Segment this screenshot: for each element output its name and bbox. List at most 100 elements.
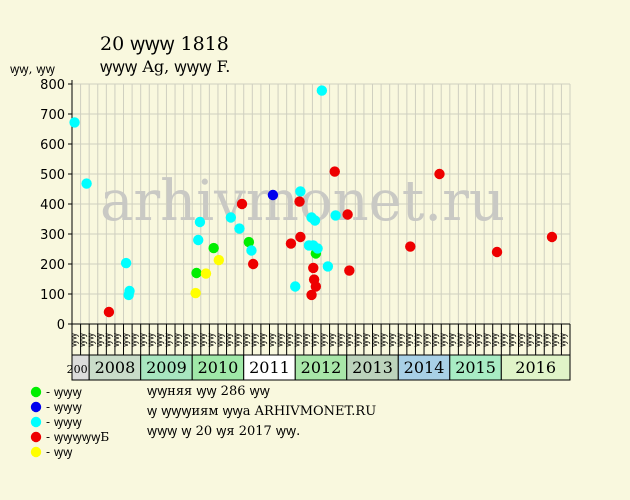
column-label: ꝡꝡ xyxy=(516,333,526,347)
data-point xyxy=(191,267,202,279)
data-point xyxy=(208,242,219,254)
data-point xyxy=(295,186,306,197)
y-tick-label: 500 xyxy=(40,168,65,183)
column-label: ꝡꝡ xyxy=(224,333,234,347)
column-label: ꝡꝡ xyxy=(542,333,552,347)
column-label: ꝡꝡ xyxy=(413,333,423,347)
data-point xyxy=(213,254,225,266)
data-point xyxy=(294,196,305,207)
data-point xyxy=(120,257,132,269)
y-tick-label: 700 xyxy=(40,108,65,123)
column-label: ꝡꝡ xyxy=(232,333,242,347)
legend-label: - ꝡꝡꝡ xyxy=(46,415,82,429)
data-point xyxy=(200,268,212,279)
column-label: ꝡꝡ xyxy=(250,333,260,347)
year-band xyxy=(294,354,348,381)
column-label: ꝡꝡ xyxy=(378,333,388,347)
column-label: ꝡꝡ xyxy=(104,333,114,347)
column-label: ꝡꝡ xyxy=(293,333,303,347)
data-point xyxy=(330,210,341,221)
year-label: 2009 xyxy=(146,358,187,377)
data-point xyxy=(103,306,115,318)
column-label: ꝡꝡ xyxy=(155,333,165,347)
data-point xyxy=(316,85,328,96)
column-label: ꝡꝡ xyxy=(335,333,345,347)
legend-marker xyxy=(30,431,42,443)
data-point xyxy=(344,265,355,276)
year-label: 2012 xyxy=(301,358,342,377)
column-label: ꝡꝡ xyxy=(370,333,380,347)
data-point xyxy=(322,261,334,272)
legend-label: - ꝡꝡꝡꝡꝡБ xyxy=(46,430,109,444)
column-label: ꝡꝡ xyxy=(344,333,354,347)
y-tick-label: 100 xyxy=(40,288,65,303)
data-point xyxy=(124,285,135,297)
column-label: ꝡꝡ xyxy=(181,333,191,347)
column-label: ꝡꝡ xyxy=(473,333,483,347)
data-point xyxy=(308,262,319,274)
year-label: 2016 xyxy=(515,358,556,377)
grid xyxy=(71,83,571,325)
data-point xyxy=(306,289,317,301)
column-label: ꝡꝡ xyxy=(327,333,337,347)
column-label: ꝡꝡ xyxy=(241,333,251,347)
data-point xyxy=(546,231,558,243)
column-label: ꝡꝡ xyxy=(121,333,131,347)
year-label: 2015 xyxy=(455,358,496,377)
column-label: ꝡꝡ xyxy=(86,333,96,347)
year-label: 2007 xyxy=(67,363,95,376)
data-point xyxy=(247,258,259,270)
data-point xyxy=(434,168,445,180)
column-label: ꝡꝡ xyxy=(318,333,328,347)
y-tick-label: 400 xyxy=(40,198,65,213)
column-label: ꝡꝡ xyxy=(164,333,174,347)
y-tick-label: 200 xyxy=(40,258,65,273)
column-label: ꝡꝡ xyxy=(481,333,491,347)
year-band xyxy=(397,354,451,381)
y-axis-label: ꝡꝡ, ꝡꝡ xyxy=(10,62,56,76)
data-point xyxy=(405,241,416,252)
legend-marker xyxy=(30,416,42,428)
column-label: ꝡꝡ xyxy=(524,333,534,347)
column-label: ꝡꝡ xyxy=(464,333,474,347)
column-label: ꝡꝡ xyxy=(267,333,277,347)
column-label: ꝡꝡ xyxy=(490,333,500,347)
data-point xyxy=(295,231,306,243)
column-label: ꝡꝡ xyxy=(559,333,569,347)
column-label: ꝡꝡ xyxy=(95,333,105,347)
column-label: ꝡꝡ xyxy=(147,333,157,347)
column-label: ꝡꝡ xyxy=(138,333,148,347)
y-tick-label: 800 xyxy=(40,78,65,93)
column-label: ꝡꝡ xyxy=(396,333,406,347)
column-label: ꝡꝡ xyxy=(258,333,268,347)
y-tick-label: 600 xyxy=(40,138,65,153)
data-point xyxy=(285,238,297,249)
column-label: ꝡꝡ xyxy=(69,333,79,347)
data-point xyxy=(312,243,323,254)
data-point xyxy=(81,178,92,189)
year-band xyxy=(191,354,245,381)
data-point xyxy=(491,246,503,258)
legend-label: - ꝡꝡꝡ xyxy=(46,385,82,399)
column-label: ꝡꝡ xyxy=(310,333,320,347)
info-line-1: ꝡꝡняя ꝡꝡ 286 ꝡꝡ xyxy=(147,384,270,399)
column-label: ꝡꝡ xyxy=(129,333,139,347)
year-label: 2013 xyxy=(352,358,393,377)
column-label: ꝡꝡ xyxy=(284,333,294,347)
column-label: ꝡꝡ xyxy=(112,333,122,347)
data-point xyxy=(309,215,321,226)
data-point xyxy=(310,281,322,292)
column-label: ꝡꝡ xyxy=(198,333,208,347)
column-label: ꝡꝡ xyxy=(499,333,509,347)
data-point xyxy=(193,234,204,246)
info-line-3: ꝡꝡꝡ ꝡ 20 ꝡя 2017 ꝡꝡ. xyxy=(147,424,300,439)
chart-subtitle: ꝡꝡꝡ Ag, ꝡꝡꝡ F. xyxy=(100,57,230,76)
legend-marker xyxy=(30,386,42,398)
column-label: ꝡꝡ xyxy=(275,333,285,347)
column-label: ꝡꝡ xyxy=(301,333,311,347)
data-point xyxy=(194,216,206,228)
legend-label: - ꝡꝡꝡ xyxy=(46,400,82,414)
y-tick-label: 0 xyxy=(57,318,65,333)
